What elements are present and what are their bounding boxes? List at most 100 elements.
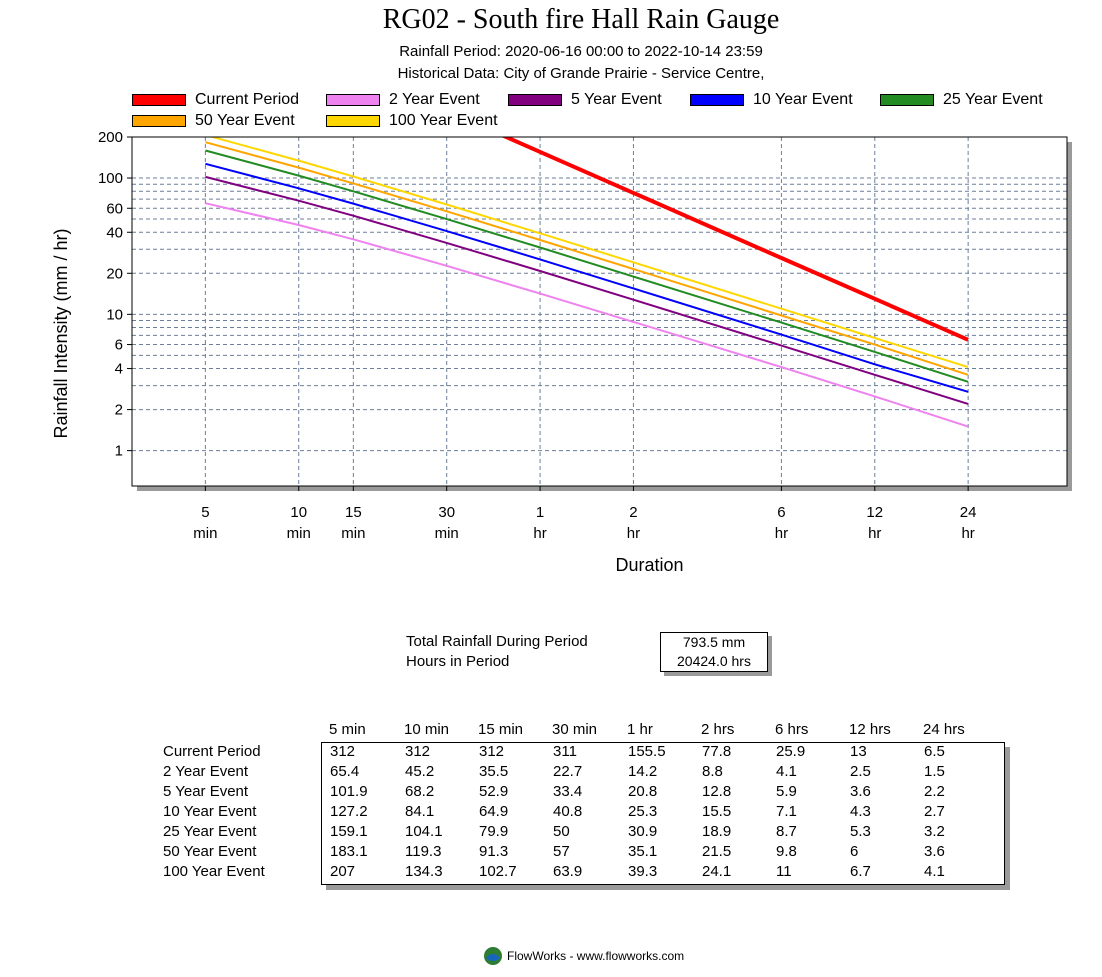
- table-cell: 14.2: [628, 763, 658, 780]
- table-cell: 3.6: [924, 843, 945, 860]
- x-tick-label: 1: [536, 504, 544, 521]
- totals-box: 793.5 mm 20424.0 hrs: [660, 632, 768, 672]
- table-cell: 119.3: [405, 843, 442, 860]
- table-cell: 6: [850, 843, 859, 860]
- x-tick-unit: min: [287, 525, 311, 542]
- table-cell: 52.9: [479, 783, 509, 800]
- table-row-label: 10 Year Event: [163, 803, 257, 820]
- x-tick-label: 30: [438, 504, 455, 521]
- table-cell: 2.5: [850, 763, 871, 780]
- legend-label: 2 Year Event: [389, 91, 480, 108]
- y-tick-label: 20: [106, 265, 123, 282]
- table-cell: 159.1: [330, 823, 368, 840]
- idf-chart: 1246102040601002005min10min15min30min1hr…: [51, 129, 1072, 575]
- x-tick-label: 10: [290, 504, 307, 521]
- table-cell: 21.5: [702, 843, 732, 860]
- table-cell: 207: [330, 863, 356, 880]
- table-column-header: 2 hrs: [701, 721, 735, 738]
- table-cell: 91.3: [479, 843, 509, 860]
- table-cell: 84.1: [405, 803, 435, 820]
- table-cell: 18.9: [702, 823, 732, 840]
- table-cell: 312: [330, 743, 356, 760]
- table-cell: 3.2: [924, 823, 945, 840]
- flowworks-logo-icon: [484, 947, 502, 965]
- table-cell: 312: [479, 743, 505, 760]
- table-cell: 30.9: [628, 823, 658, 840]
- y-tick-label: 6: [115, 337, 123, 354]
- footer-text: FlowWorks - www.flowworks.com: [507, 949, 685, 963]
- table-cell: 25.3: [628, 803, 658, 820]
- x-tick-label: 5: [201, 504, 209, 521]
- y-tick-label: 40: [106, 224, 123, 241]
- table-cell: 3.6: [850, 783, 871, 800]
- table-cell: 63.9: [553, 863, 583, 880]
- table-row-label: 5 Year Event: [163, 783, 249, 800]
- legend-label: Current Period: [195, 91, 300, 108]
- legend-swatch: [132, 94, 186, 106]
- table-cell: 5.9: [776, 783, 797, 800]
- table-cell: 2.2: [924, 783, 945, 800]
- x-tick-unit: hr: [775, 525, 788, 542]
- legend-swatch: [508, 94, 562, 106]
- historical-data-subtitle: Historical Data: City of Grande Prairie …: [397, 65, 765, 82]
- table-cell: 102.7: [479, 863, 517, 880]
- x-axis-title: Duration: [615, 555, 683, 575]
- table-cell: 4.1: [776, 763, 797, 780]
- series-line-5-year-event: [205, 175, 969, 405]
- x-tick-unit: hr: [961, 525, 974, 542]
- totals-labels: Total Rainfall During Period Hours in Pe…: [406, 632, 588, 672]
- y-tick-label: 100: [98, 170, 123, 187]
- table-cell: 13: [850, 743, 867, 760]
- series-group: [205, 137, 969, 428]
- table-cell: 183.1: [330, 843, 368, 860]
- legend-item-current-period: Current Period: [132, 90, 299, 110]
- table-cell: 311: [553, 743, 577, 760]
- footer: FlowWorks - www.flowworks.com: [483, 946, 684, 966]
- table-cell: 4.1: [924, 863, 945, 880]
- table-cell: 15.5: [702, 803, 732, 820]
- table-cell: 1.5: [924, 763, 945, 780]
- series-line-100-year-event: [208, 137, 969, 369]
- y-axis: 1 2 4 6 10 20 40 60 100 200: [98, 129, 132, 460]
- table-cell: 8.8: [702, 763, 723, 780]
- x-tick-label: 2: [629, 504, 637, 521]
- x-tick-unit: hr: [533, 525, 546, 542]
- legend-item-2-year-event: 2 Year Event: [326, 90, 480, 110]
- table-cell: 64.9: [479, 803, 509, 820]
- x-tick-unit: hr: [627, 525, 640, 542]
- table-cell: 39.3: [628, 863, 658, 880]
- total-rainfall-label: Total Rainfall During Period: [406, 633, 588, 650]
- table-column-header: 10 min: [404, 721, 450, 738]
- legend-item-50-year-event: 50 Year Event: [132, 111, 295, 131]
- y-tick-label: 4: [115, 361, 123, 378]
- y-tick-label: 2: [115, 402, 123, 419]
- legend-item-100-year-event: 100 Year Event: [326, 111, 498, 131]
- legend-swatch: [132, 115, 186, 127]
- legend-label: 100 Year Event: [389, 112, 498, 129]
- table-cell: 9.8: [776, 843, 797, 860]
- table-column-header: 5 min: [329, 721, 366, 738]
- table-cell: 20.8: [628, 783, 658, 800]
- table-cell: 77.8: [702, 743, 732, 760]
- table-column-header: 15 min: [478, 721, 524, 738]
- intensity-table-body: 312 312 312 311 155.5 77.8 25.9 13 6.5 65.4 45.2 35…: [321, 742, 1005, 885]
- table-column-header: 1 hr: [627, 721, 653, 738]
- table-cell: 2.7: [924, 803, 945, 820]
- total-rainfall-value: 793.5 mm: [682, 634, 746, 650]
- table-row-label: 50 Year Event: [163, 843, 257, 860]
- x-axis: 5 min 10 min 15 min 30 min 1 hr 2 hr 6 hr 12 hr 24 hr: [193, 486, 976, 542]
- legend-label: 10 Year Event: [753, 91, 853, 108]
- y-axis-title: Rainfall Intensity (mm / hr): [51, 228, 71, 438]
- series-line-25-year-event: [205, 149, 969, 383]
- y-tick-label: 200: [98, 129, 123, 146]
- x-tick-label: 15: [345, 504, 362, 521]
- legend-item-5-year-event: 5 Year Event: [508, 90, 662, 110]
- table-cell: 312: [405, 743, 431, 760]
- hours-in-period-value: 20424.0 hrs: [677, 653, 751, 669]
- legend-label: 5 Year Event: [571, 91, 662, 108]
- table-row-label: 25 Year Event: [163, 823, 257, 840]
- table-row-label: Current Period: [163, 743, 261, 760]
- series-line-50-year-event: [205, 141, 969, 376]
- x-tick-label: 6: [777, 504, 785, 521]
- legend-item-10-year-event: 10 Year Event: [690, 90, 853, 110]
